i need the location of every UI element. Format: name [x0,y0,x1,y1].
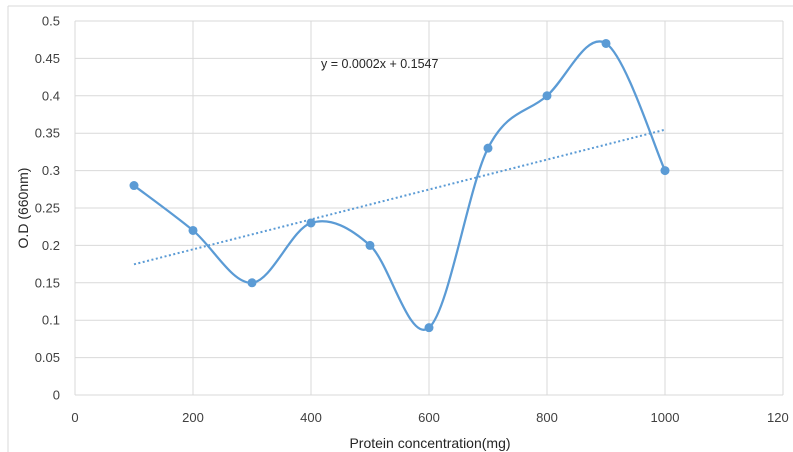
data-point [483,143,493,153]
x-tick-label: 200 [182,410,204,425]
axes [74,21,783,396]
y-tick-label: 0.1 [42,313,60,328]
y-tick-label: 0.5 [42,14,60,29]
x-tick-label: 400 [300,410,322,425]
data-point [424,323,434,333]
y-tick-label: 0.2 [42,238,60,253]
linear-trendline [133,128,666,266]
y-tick-label: 0.3 [42,163,60,178]
x-axis-title: Protein concentration(mg) [349,435,510,451]
y-tick-label: 0.4 [42,88,60,103]
series-layer [129,38,670,333]
data-point [247,278,257,288]
data-point [365,240,375,250]
gridlines [75,20,784,395]
y-tick-label: 0.45 [35,51,60,66]
data-point [129,181,139,191]
data-point [188,225,198,235]
y-tick-label: 0 [53,388,60,403]
y-axis-title: O.D (660nm) [15,168,31,249]
data-point [660,166,670,176]
data-point [542,91,552,101]
trendline-equation: y = 0.0002x + 0.1547 [321,57,439,71]
data-point [601,38,611,48]
x-tick-label: 1000 [651,410,680,425]
x-tick-label: 600 [418,410,440,425]
x-tick-label: 800 [536,410,558,425]
trendline-layer [133,128,666,266]
y-tick-label: 0.35 [35,126,60,141]
y-tick-label: 0.15 [35,275,60,290]
x-tick-label: 0 [71,410,78,425]
data-point [306,218,316,228]
tick-labels: 0 0.05 0.1 0.15 0.2 0.25 0.3 0.35 0.4 0.45 0.5 0 200… [35,14,789,426]
series-line [132,40,667,331]
x-tick-label: 120 [767,410,789,425]
y-tick-label: 0.25 [35,201,60,216]
y-tick-label: 0.05 [35,350,60,365]
